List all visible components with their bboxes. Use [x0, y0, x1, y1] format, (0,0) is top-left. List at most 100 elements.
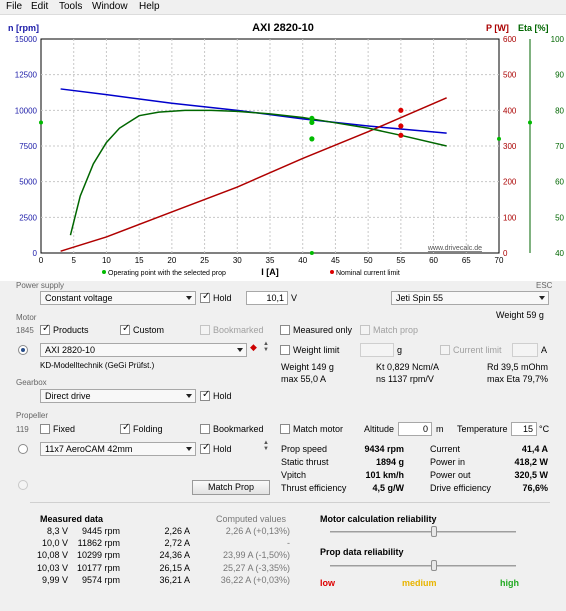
power-supply-section-label: Power supply [16, 281, 65, 290]
eta-tick-label: 100 [551, 35, 565, 44]
current-limit-input[interactable] [512, 343, 538, 357]
measured-rpm: 9445 rpm [81, 526, 120, 536]
match-prop-button[interactable]: Match Prop [192, 480, 270, 495]
x-tick-label: 15 [135, 256, 144, 265]
match-prop-checkbox[interactable] [360, 325, 370, 335]
menu-file[interactable]: File [6, 1, 23, 12]
x-tick-label: 25 [200, 256, 209, 265]
power-tick-label: 500 [503, 71, 517, 80]
prop-speed-value: 9434 rpm [364, 444, 404, 454]
computed-current: 2,26 A (+0,13%) [225, 526, 290, 536]
voltage-unit: V [291, 293, 298, 303]
gearbox-hold-checkbox[interactable] [200, 389, 210, 401]
motor-bookmarked-label: Bookmarked [213, 325, 264, 335]
current-limit-label: Current limit [453, 345, 502, 355]
fixed-checkbox[interactable] [40, 424, 50, 434]
chevron-down-icon [186, 394, 192, 398]
power-tick-label: 300 [503, 142, 517, 151]
gearbox-section-label: Gearbox [16, 378, 47, 387]
measured-current: 2,72 A [164, 538, 190, 549]
propeller-select[interactable]: 11x7 AeroCAM 42mm [40, 442, 196, 456]
current-limit-checkbox[interactable] [440, 345, 450, 355]
rpm-tick-label: 12500 [15, 71, 38, 80]
chevron-down-icon [186, 447, 192, 451]
x-tick-label: 30 [233, 256, 242, 265]
watermark: www.drivecalc.de [427, 245, 482, 252]
match-motor-checkbox[interactable] [280, 424, 290, 434]
measured-current: 24,36 A [159, 550, 190, 561]
motor-reliability-track [330, 531, 516, 533]
power-tick-label: 0 [503, 249, 508, 258]
power-curve [60, 97, 447, 252]
power-hold-checkbox[interactable] [200, 291, 210, 303]
eta-left-edge-marker [39, 120, 43, 125]
power-out-label: Power out [430, 470, 471, 480]
measured-voltage: 10,08 V [36, 550, 68, 561]
rpm-tick-label: 2500 [19, 213, 37, 222]
products-checkbox[interactable] [40, 323, 50, 335]
weight-limit-input[interactable] [360, 343, 394, 357]
gearbox-select[interactable]: Direct drive [40, 389, 196, 403]
menu-edit[interactable]: Edit [31, 1, 49, 12]
operating-point-marker [398, 123, 404, 129]
computed-current: 25,27 A (-3,35%) [222, 562, 290, 573]
menu-tools[interactable]: Tools [59, 1, 83, 12]
thrust-efficiency-value: 4,5 g/W [372, 483, 404, 493]
static-thrust-value: 1894 g [375, 457, 404, 467]
measured-voltage: 9,99 V [41, 574, 68, 585]
altitude-input[interactable]: 0 [398, 422, 432, 436]
reliability-medium-label: medium [402, 578, 437, 588]
esc-select[interactable]: Jeti Spin 55 [391, 291, 549, 305]
custom-checkbox[interactable] [120, 323, 130, 335]
motor-source: KD-Modelltechnik (GeGi Prüfst.) [40, 361, 155, 370]
propeller-radio[interactable] [18, 444, 28, 454]
motor-bookmarked-checkbox[interactable] [200, 325, 210, 335]
temperature-unit: °C [539, 424, 550, 434]
motor-value: AXI 2820-10 [45, 345, 96, 355]
motor-radio[interactable] [18, 345, 28, 355]
motor-select[interactable]: AXI 2820-10 [40, 343, 247, 357]
menu-bar: File Edit Tools Window Help [0, 0, 566, 15]
thrust-efficiency-label: Thrust efficiency [281, 483, 347, 493]
measured-only-checkbox[interactable] [280, 325, 290, 335]
legend-marker [102, 270, 106, 274]
power-mode-select[interactable]: Constant voltage [40, 291, 196, 305]
weight-limit-checkbox[interactable] [280, 345, 290, 355]
static-thrust-label: Static thrust [281, 457, 329, 467]
measured-current: 26,15 A [159, 562, 190, 573]
eta-tick-label: 80 [555, 106, 564, 115]
motor-section-label: Motor [16, 313, 37, 322]
x-tick-label: 0 [39, 256, 44, 265]
power-right-edge-marker [497, 136, 501, 141]
measured-data-title: Measured data [40, 514, 104, 524]
measured-voltage: 8,3 V [46, 526, 68, 536]
voltage-input[interactable]: 10,1 [246, 291, 288, 305]
power-axis-label: P [W] [486, 23, 509, 33]
x-tick-label: 50 [364, 256, 373, 265]
measured-voltage: 10,03 V [36, 562, 68, 573]
x-tick-label: 20 [167, 256, 176, 265]
esc-weight: Weight 59 g [496, 310, 544, 320]
menu-help[interactable]: Help [139, 1, 160, 12]
motor-spin-icon[interactable]: ▲ ▼ [263, 341, 269, 353]
prop-bookmarked-checkbox[interactable] [200, 424, 210, 434]
rpm-tick-label: 7500 [19, 142, 37, 151]
eta-tick-label: 90 [555, 71, 564, 80]
weight-limit-label: Weight limit [293, 345, 340, 355]
measured-current: 36,21 A [159, 574, 190, 585]
custom-label: Custom [133, 325, 165, 335]
prop-spin-icon[interactable]: ▲ ▼ [263, 440, 269, 452]
menu-window[interactable]: Window [92, 1, 128, 12]
performance-chart: 0 5 10 15 20 25 30 35 40 45 50 55 60 65 70 0 2500 5000 750… [0, 15, 566, 281]
temperature-input[interactable]: 15 [511, 422, 537, 436]
folding-checkbox[interactable] [120, 422, 130, 434]
prop-hold-label: Hold [213, 444, 232, 454]
prop-hold-checkbox[interactable] [200, 442, 210, 454]
operating-point-marker [398, 107, 404, 113]
power-in-value: 418,2 W [514, 457, 548, 467]
operating-point-marker [309, 136, 315, 142]
x-tick-label: 5 [71, 256, 76, 265]
prop-speed-label: Prop speed [281, 444, 328, 454]
third-radio[interactable] [18, 480, 28, 490]
x-tick-label: 40 [298, 256, 307, 265]
